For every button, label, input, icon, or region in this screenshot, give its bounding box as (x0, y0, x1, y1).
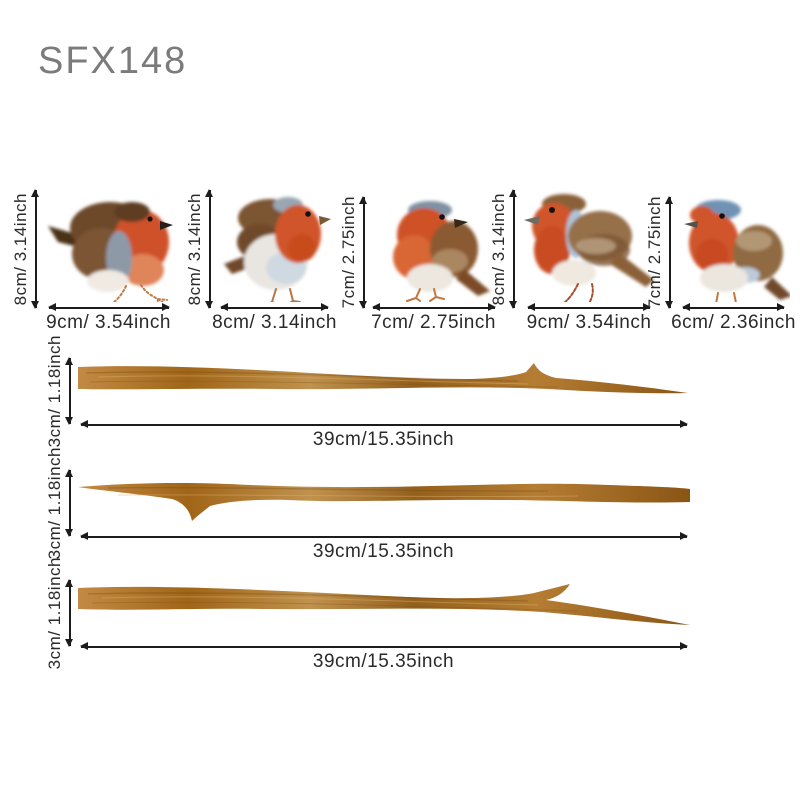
length-dimension-arrow-icon (79, 533, 688, 540)
wood-branch-sticker (77, 363, 688, 394)
height-dimension-label: 8cm/ 3.14inch (489, 192, 508, 306)
wood-branch-sticker (77, 584, 690, 625)
height-dimension-arrow-icon (360, 196, 367, 309)
height-dimension-arrow-icon (66, 469, 73, 537)
height-dimension-arrow-icon (32, 189, 39, 309)
width-dimension-arrow-icon (682, 304, 785, 311)
width-dimension-label: 6cm/ 2.36inch (671, 311, 796, 333)
height-dimension-label: 8cm/ 3.14inch (11, 192, 30, 306)
height-dimension-label: 3cm/ 1.18inch (45, 334, 64, 448)
wood-branch-sticker (77, 482, 690, 521)
width-dimension-arrow-icon (47, 304, 170, 311)
height-dimension-arrow-icon (510, 189, 517, 309)
bird-figure-3: 7cm/ 2.75inch (338, 196, 496, 334)
page-title: SFX148 (38, 40, 188, 82)
height-dimension-label: 3cm/ 1.18inch (45, 446, 64, 560)
bird-figure-1: 8cm/ 3.14inch (10, 189, 174, 334)
width-dimension-label: 9cm/ 3.54inch (526, 311, 652, 333)
robin-bird-sticker (392, 201, 490, 302)
length-dimension-label: 39cm/15.35inch (312, 650, 455, 672)
branch-figure-2: 3cm/ 1.18inch 39cm/15.35inch (44, 447, 690, 563)
width-dimension-arrow-icon (371, 304, 496, 311)
width-dimension-label: 7cm/ 2.75inch (371, 311, 496, 333)
robin-bird-sticker (683, 200, 790, 302)
height-dimension-arrow-icon (206, 189, 213, 309)
width-dimension-label: 9cm/ 3.54inch (46, 311, 171, 333)
length-dimension-label: 39cm/15.35inch (312, 540, 455, 562)
robin-bird-sticker (223, 197, 331, 302)
height-dimension-arrow-icon (666, 196, 673, 309)
width-dimension-label: 8cm/ 3.14inch (212, 311, 337, 333)
length-dimension-label: 39cm/15.35inch (312, 428, 455, 450)
height-dimension-arrow-icon (66, 357, 73, 425)
height-dimension-label: 3cm/ 1.18inch (45, 556, 64, 670)
height-dimension-arrow-icon (66, 579, 73, 647)
width-dimension-arrow-icon (220, 304, 329, 311)
branch-figure-1: 3cm/ 1.18inch 39cm/15.35inch (44, 335, 690, 451)
length-dimension-arrow-icon (79, 643, 688, 650)
branch-figure-3: 3cm/ 1.18inch 39cm/15.35inch (44, 557, 690, 673)
length-dimension-arrow-icon (79, 421, 688, 428)
robin-bird-sticker (523, 194, 654, 302)
width-dimension-arrow-icon (527, 304, 651, 311)
height-dimension-label: 7cm/ 2.75inch (339, 196, 358, 309)
height-dimension-label: 8cm/ 3.14inch (185, 192, 204, 306)
bird-figure-2: 8cm/ 3.14inch (184, 189, 336, 334)
bird-figure-4: 8cm/ 3.14inch (488, 189, 657, 334)
height-dimension-label: 7cm/ 2.75inch (645, 196, 664, 309)
robin-bird-sticker (47, 202, 173, 302)
bird-figure-5: 7cm/ 2.75inch (644, 196, 795, 334)
